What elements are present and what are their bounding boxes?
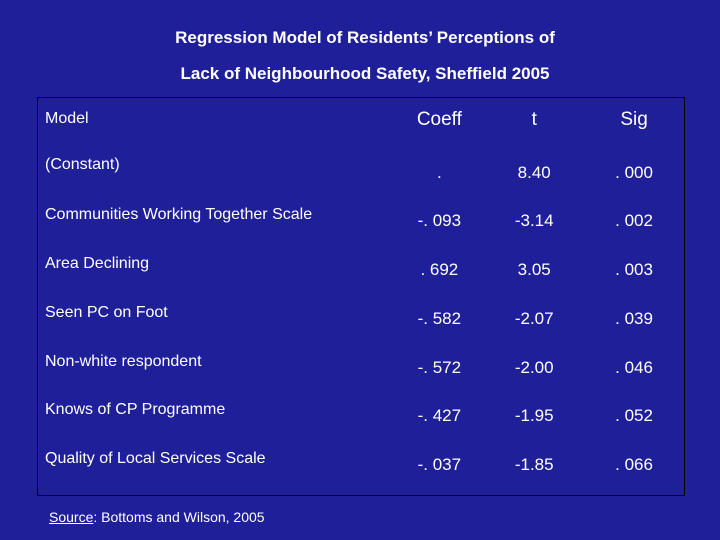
header-coeff: Coeff <box>416 109 462 130</box>
table-row: (Constant) . 8.40 . 000 <box>38 154 685 203</box>
sig-cell: . 002 <box>615 211 653 231</box>
source-label: Source <box>49 509 94 525</box>
table-row: Seen PC on Foot -. 582 -2.07 . 039 <box>38 300 685 349</box>
table-header-row: Model Coeff t Sig <box>38 98 685 154</box>
coeff-cell: . <box>436 162 442 182</box>
row-label: Quality of Local Services Scale <box>45 449 266 467</box>
table-row: Communities Working Together Scale -. 09… <box>38 202 685 251</box>
t-cell: -1.85 <box>514 454 554 474</box>
coeff-cell: . 692 <box>420 260 459 280</box>
t-cell: 3.05 <box>517 260 551 280</box>
header-model: Model <box>45 110 89 127</box>
coeff-cell: -. 582 <box>417 308 462 328</box>
t-cell: -1.95 <box>514 406 554 426</box>
row-label: Area Declining <box>45 255 150 273</box>
title-line-2: Lack of Neighbourhood Safety, Sheffield … <box>180 64 550 83</box>
row-label: (Constant) <box>45 155 120 173</box>
coeff-cell: -. 572 <box>417 357 462 377</box>
table-row: Area Declining . 692 3.05 . 003 <box>38 251 685 300</box>
sig-cell: . 039 <box>615 308 653 328</box>
row-label: Communities Working Together Scale <box>45 206 313 224</box>
header-sig: Sig <box>620 109 648 130</box>
coeff-cell: -. 093 <box>417 211 462 231</box>
sig-cell: . 046 <box>615 357 653 377</box>
table-row: Knows of CP Programme -. 427 -1.95 . 052 <box>38 397 685 446</box>
t-cell: -3.14 <box>514 211 554 231</box>
sig-cell: . 003 <box>615 260 653 280</box>
coeff-cell: -. 427 <box>417 406 462 426</box>
title-line-1: Regression Model of Residents’ Perceptio… <box>175 28 555 47</box>
coeff-cell: -. 037 <box>417 454 462 474</box>
source-text: : Bottoms and Wilson, 2005 <box>93 509 265 525</box>
row-label: Knows of CP Programme <box>45 401 226 419</box>
row-label: Non-white respondent <box>45 352 202 370</box>
t-cell: -2.00 <box>514 357 554 377</box>
sig-cell: . 052 <box>615 406 653 426</box>
table-row: Non-white respondent -. 572 -2.00 . 046 <box>38 349 685 398</box>
sig-cell: . 000 <box>615 162 653 182</box>
t-cell: 8.40 <box>517 162 551 182</box>
t-cell: -2.07 <box>514 308 554 328</box>
sig-cell: . 066 <box>615 454 653 474</box>
table-row: Quality of Local Services Scale -. 037 -… <box>38 446 685 496</box>
regression-table: Model Coeff t Sig (Constant) . 8.40 . 00… <box>37 97 685 496</box>
header-t: t <box>531 109 537 130</box>
row-label: Seen PC on Foot <box>45 303 168 321</box>
source-note: Source: Bottoms and Wilson, 2005 <box>49 509 265 525</box>
